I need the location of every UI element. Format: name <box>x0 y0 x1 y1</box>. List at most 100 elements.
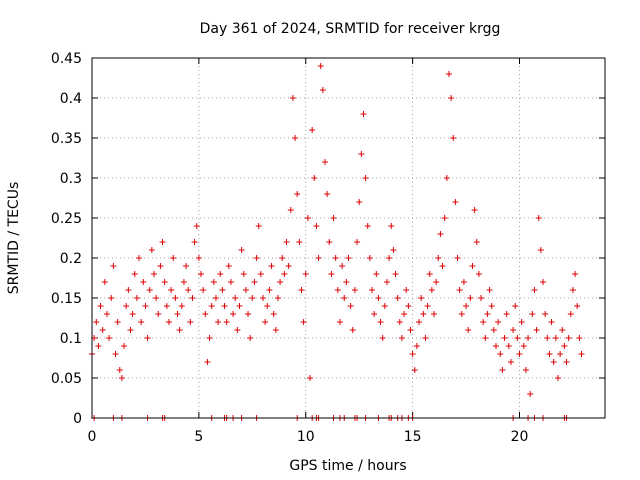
data-point <box>424 303 431 309</box>
data-point <box>471 207 478 213</box>
data-point <box>433 279 440 285</box>
data-point <box>326 239 333 245</box>
data-point <box>546 351 553 357</box>
data-point <box>157 263 164 269</box>
data-point <box>110 263 117 269</box>
data-point <box>497 351 504 357</box>
data-point <box>396 319 403 325</box>
data-point <box>217 271 224 277</box>
data-point <box>251 279 258 285</box>
data-point <box>565 335 572 341</box>
data-point <box>253 255 260 261</box>
data-point <box>108 295 115 301</box>
data-point <box>255 223 262 229</box>
data-point <box>212 295 219 301</box>
data-point <box>537 247 544 253</box>
data-point <box>219 287 226 293</box>
data-point <box>407 327 414 333</box>
data-point <box>552 335 559 341</box>
data-point <box>136 255 143 261</box>
data-point <box>138 319 145 325</box>
y-tick-label: 0 <box>73 411 82 427</box>
data-point <box>302 271 309 277</box>
data-point <box>339 263 346 269</box>
data-point <box>99 327 106 333</box>
data-point <box>103 311 110 317</box>
data-point <box>403 287 410 293</box>
data-point <box>187 319 194 325</box>
data-point <box>155 311 162 317</box>
data-point <box>287 207 294 213</box>
data-point <box>281 271 288 277</box>
data-point <box>392 271 399 277</box>
data-points <box>89 63 585 397</box>
data-point <box>146 287 153 293</box>
data-point <box>300 319 307 325</box>
data-point <box>185 287 192 293</box>
data-point <box>360 111 367 117</box>
data-point <box>405 303 412 309</box>
data-point <box>480 319 487 325</box>
data-point <box>448 95 455 101</box>
data-point <box>313 223 320 229</box>
data-point <box>386 255 393 261</box>
data-point <box>195 255 202 261</box>
data-point <box>221 303 228 309</box>
data-point <box>362 175 369 181</box>
y-axis-label: SRMTID / TECUs <box>6 182 22 295</box>
data-point <box>238 247 245 253</box>
y-tick-label: 0.3 <box>60 171 82 187</box>
data-point <box>116 367 123 373</box>
data-point <box>319 87 326 93</box>
data-point <box>106 335 113 341</box>
data-point <box>307 375 314 381</box>
data-point <box>118 375 125 381</box>
data-point <box>225 263 232 269</box>
data-point <box>567 311 574 317</box>
data-point <box>356 199 363 205</box>
data-point <box>535 215 542 221</box>
data-point <box>544 335 551 341</box>
data-point <box>576 335 583 341</box>
data-point <box>379 335 386 341</box>
data-point <box>394 295 401 301</box>
data-point <box>445 71 452 77</box>
data-point <box>458 311 465 317</box>
x-tick-label: 20 <box>511 429 529 445</box>
data-point <box>574 303 581 309</box>
data-point <box>510 327 517 333</box>
axis-ticks <box>91 57 605 419</box>
data-point <box>260 295 266 301</box>
data-point <box>371 311 378 317</box>
data-point <box>336 319 343 325</box>
data-point <box>148 247 155 253</box>
data-point <box>289 95 296 101</box>
data-point <box>501 335 508 341</box>
data-point <box>321 159 328 165</box>
data-point <box>277 279 284 285</box>
data-point <box>272 327 279 333</box>
data-point <box>294 191 301 197</box>
data-point <box>97 303 104 309</box>
data-point <box>240 271 247 277</box>
data-point <box>522 367 529 373</box>
data-point <box>428 287 435 293</box>
data-point <box>189 295 196 301</box>
data-point <box>495 319 502 325</box>
data-point <box>114 319 121 325</box>
data-point <box>330 215 337 221</box>
data-point <box>249 295 256 301</box>
data-point <box>343 279 350 285</box>
data-point <box>200 287 207 293</box>
x-tick-label: 15 <box>404 429 422 445</box>
data-point <box>270 311 277 317</box>
data-point <box>467 295 474 301</box>
data-point <box>373 271 380 277</box>
data-point <box>518 319 525 325</box>
data-point <box>93 319 100 325</box>
data-point <box>245 311 252 317</box>
data-point <box>516 351 523 357</box>
data-point <box>514 335 521 341</box>
x-axis-label: GPS time / hours <box>289 458 406 474</box>
data-point <box>422 335 429 341</box>
